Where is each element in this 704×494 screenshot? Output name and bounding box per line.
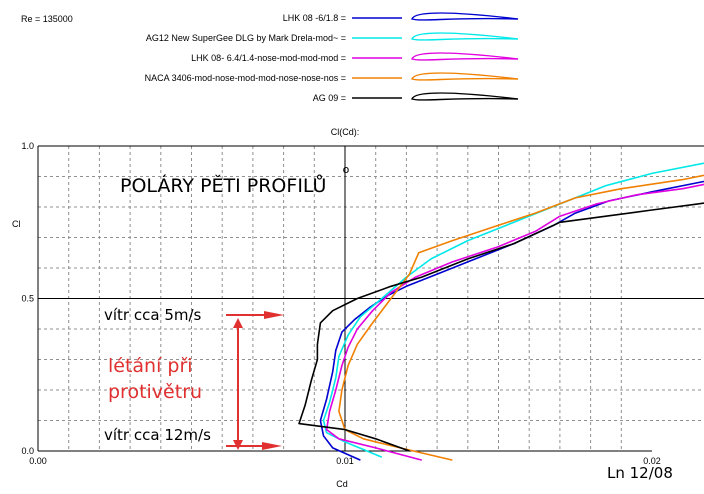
bracket-head-down	[233, 440, 243, 450]
legend: LHK 08 -6/1.8 = AG12 New SuperGee DLG by …	[145, 12, 519, 103]
reynolds-label: Re = 135000	[21, 14, 73, 24]
annotation-wind-low: vítr cca 12m/s	[104, 426, 211, 444]
tick-labels: 0.00 0.01 0.02 0.0 0.5 1.0	[21, 141, 660, 466]
x-tick-label: 0.01	[336, 456, 354, 466]
legend-airfoil-glyph	[411, 92, 519, 101]
wind-arrows	[226, 311, 284, 450]
legend-airfoil-glyph	[411, 52, 519, 61]
chart-axis-title: Cl(Cd):	[331, 127, 360, 137]
plot-frame	[37, 145, 704, 452]
legend-entry: AG 09 =	[313, 93, 346, 103]
x-tick-label: 0.00	[29, 456, 47, 466]
legend-airfoil-glyph	[411, 12, 519, 21]
legend-airfoil-glyph	[411, 32, 519, 41]
annotation-title: POLÁRY PĚTI PROFILŮ	[120, 173, 326, 197]
annotation-flying-line1: létání při	[108, 355, 193, 377]
arrow-high-head	[264, 311, 284, 319]
legend-entry: AG12 New SuperGee DLG by Mark Drela-mod~…	[146, 33, 346, 43]
legend-airfoil-glyph	[411, 72, 519, 81]
y-tick-label: 1.0	[21, 141, 34, 151]
y-tick-label: 0.5	[21, 294, 34, 304]
series-line	[325, 183, 704, 461]
annotation-wind-high: vítr cca 5m/s	[104, 306, 202, 324]
x-tick-label: 0.02	[643, 456, 661, 466]
series-line	[298, 202, 704, 452]
bracket-head-up	[233, 318, 243, 328]
x-axis-label: Cd	[336, 479, 348, 489]
annotation-signature: Ln 12/08	[607, 464, 673, 482]
annotation-marker: o	[343, 163, 350, 176]
series-line	[322, 162, 704, 458]
series-line	[338, 174, 704, 461]
annotation-flying-line2: protivětru	[108, 381, 202, 403]
legend-entry: LHK 08 -6/1.8 =	[283, 13, 346, 23]
y-tick-label: 0.0	[21, 446, 34, 456]
arrow-low-head	[262, 442, 282, 450]
series-lines	[298, 162, 704, 461]
legend-entry: NACA 3406-mod-nose-mod-mod-nose-nose-nos…	[145, 73, 346, 83]
y-axis-label: Cl	[12, 219, 21, 229]
legend-entry: LHK 08- 6.4/1.4-nose-mod-mod-mod =	[191, 53, 346, 63]
